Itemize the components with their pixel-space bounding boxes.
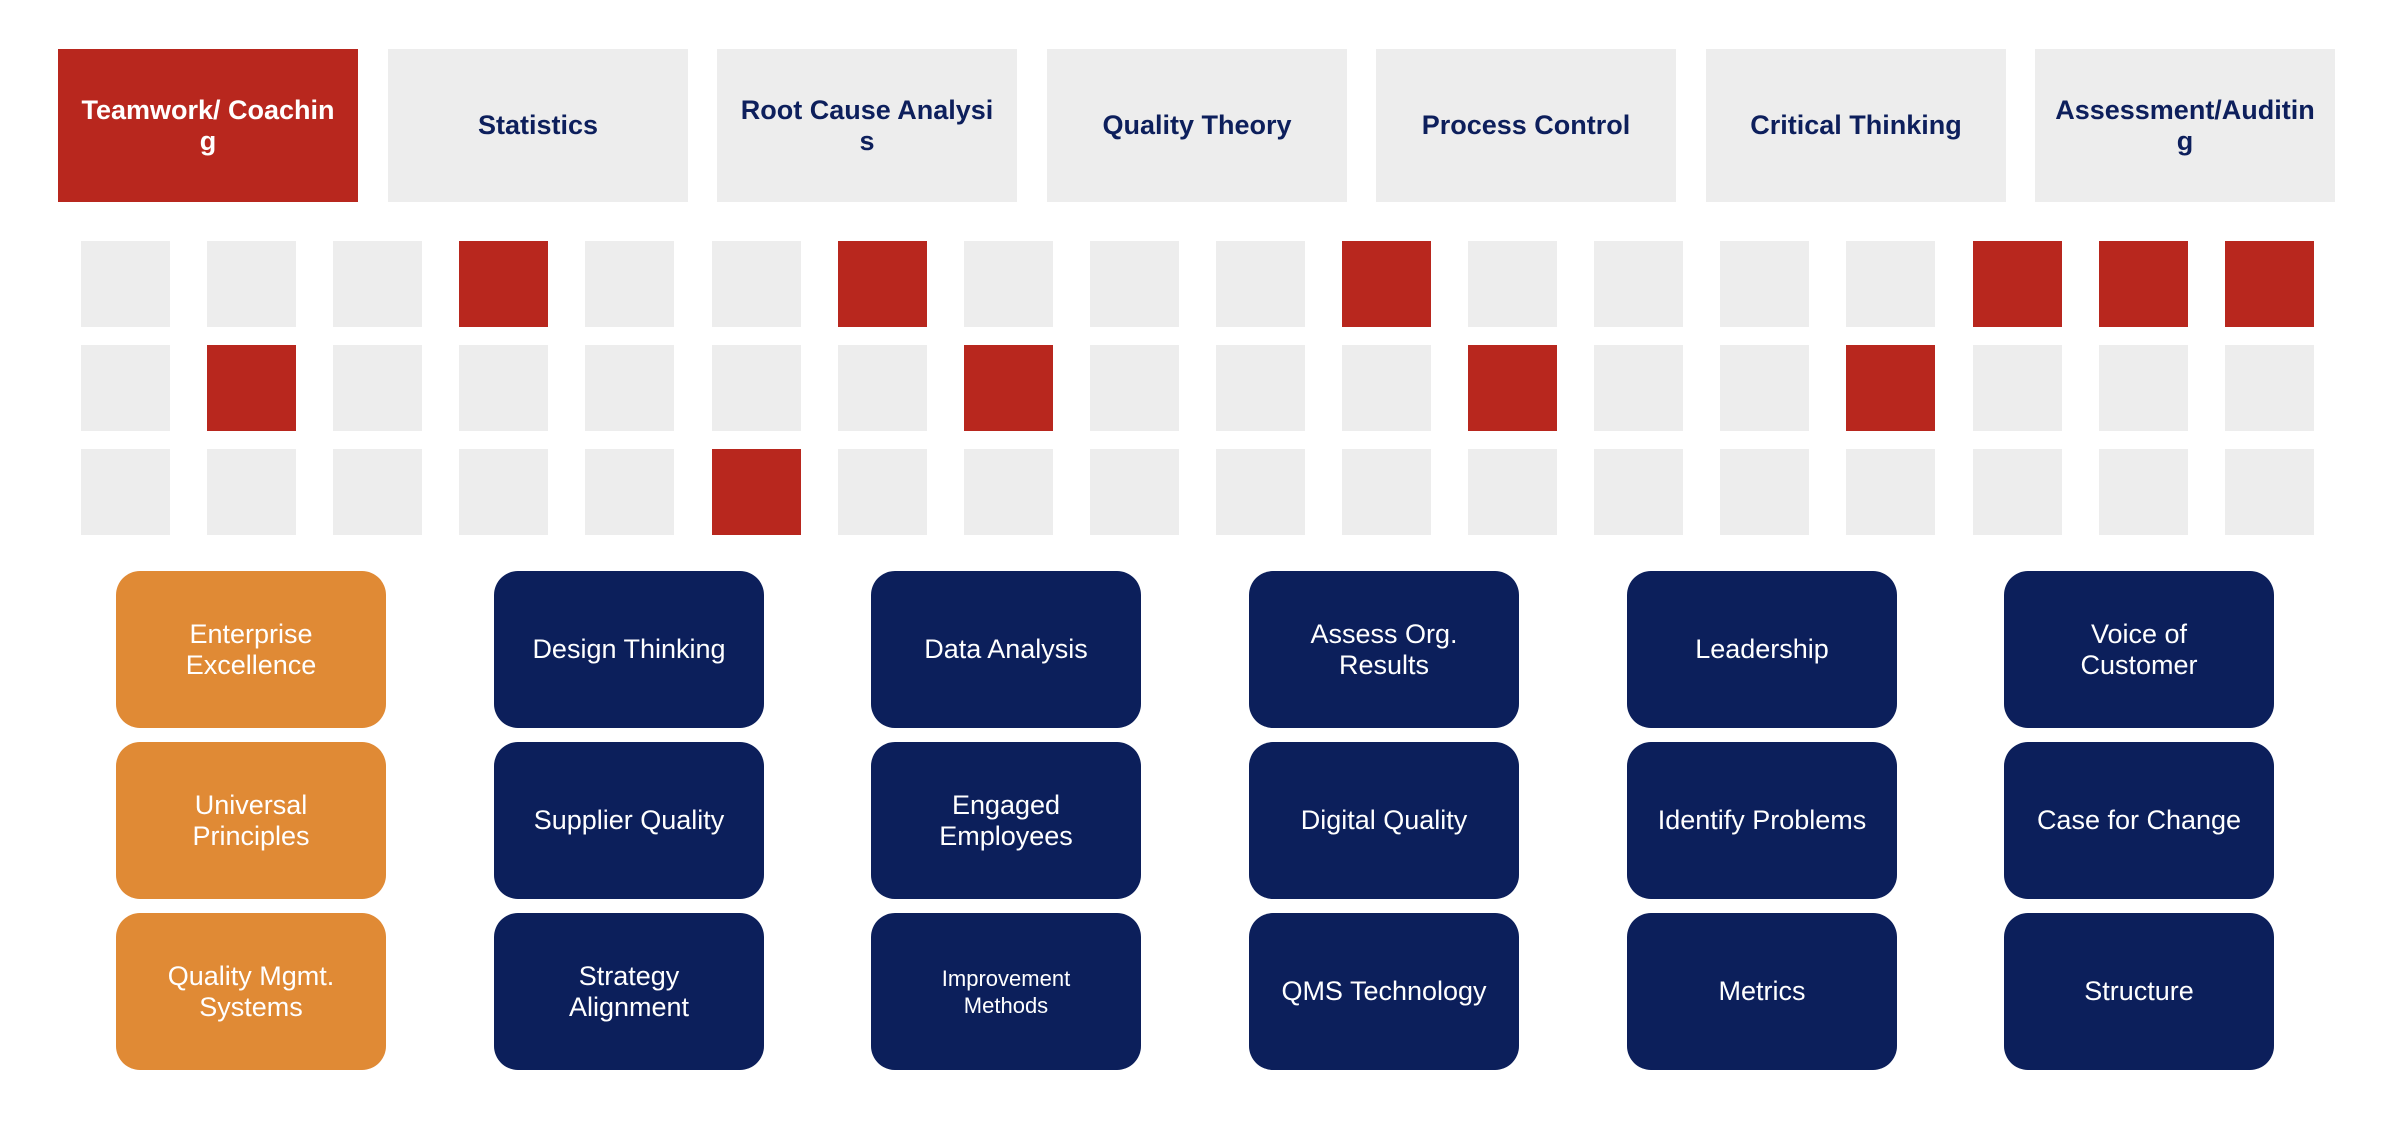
matrix-cell-r3-c13 bbox=[1594, 449, 1683, 535]
matrix-cell-r1-c11-highlighted bbox=[1342, 241, 1431, 327]
card-universal-principles[interactable]: Universal Principles bbox=[116, 742, 386, 899]
matrix-cell-r1-c7-highlighted bbox=[838, 241, 927, 327]
matrix-cell-r2-c1 bbox=[81, 345, 170, 431]
matrix-cell-r2-c12-highlighted bbox=[1468, 345, 1557, 431]
card-identify-problems[interactable]: Identify Problems bbox=[1627, 742, 1897, 899]
card-design-thinking[interactable]: Design Thinking bbox=[494, 571, 764, 728]
matrix-cell-r1-c3 bbox=[333, 241, 422, 327]
card-metrics[interactable]: Metrics bbox=[1627, 913, 1897, 1070]
matrix-cell-r1-c12 bbox=[1468, 241, 1557, 327]
matrix-cell-r1-c1 bbox=[81, 241, 170, 327]
matrix-cell-r3-c17 bbox=[2099, 449, 2188, 535]
card-strategy-alignment[interactable]: Strategy Alignment bbox=[494, 913, 764, 1070]
card-case-for-change[interactable]: Case for Change bbox=[2004, 742, 2274, 899]
matrix-cell-r1-c5 bbox=[585, 241, 674, 327]
matrix-cell-r3-c7 bbox=[838, 449, 927, 535]
matrix-cell-r3-c8 bbox=[964, 449, 1053, 535]
tab-assessment-auditing[interactable]: Assessment/Auditing bbox=[2035, 49, 2335, 202]
matrix-cell-r3-c6-highlighted bbox=[712, 449, 801, 535]
matrix-cell-r2-c2-highlighted bbox=[207, 345, 296, 431]
matrix-cell-r3-c2 bbox=[207, 449, 296, 535]
matrix-cell-r2-c3 bbox=[333, 345, 422, 431]
matrix-cell-r2-c7 bbox=[838, 345, 927, 431]
matrix-cell-r3-c15 bbox=[1846, 449, 1935, 535]
tab-statistics[interactable]: Statistics bbox=[388, 49, 688, 202]
matrix-cell-r2-c14 bbox=[1720, 345, 1809, 431]
matrix-cell-r2-c8-highlighted bbox=[964, 345, 1053, 431]
matrix-cell-r3-c14 bbox=[1720, 449, 1809, 535]
matrix-cell-r2-c16 bbox=[1973, 345, 2062, 431]
matrix-cell-r2-c10 bbox=[1216, 345, 1305, 431]
matrix-cell-r2-c15-highlighted bbox=[1846, 345, 1935, 431]
matrix-cell-r2-c9 bbox=[1090, 345, 1179, 431]
matrix-cell-r3-c1 bbox=[81, 449, 170, 535]
matrix-cell-r3-c5 bbox=[585, 449, 674, 535]
matrix-cell-r2-c4 bbox=[459, 345, 548, 431]
matrix-cell-r2-c5 bbox=[585, 345, 674, 431]
matrix-cell-r1-c9 bbox=[1090, 241, 1179, 327]
matrix-cell-r3-c4 bbox=[459, 449, 548, 535]
tab-root-cause-analysis[interactable]: Root Cause Analysis bbox=[717, 49, 1017, 202]
matrix-cell-r1-c4-highlighted bbox=[459, 241, 548, 327]
matrix-cell-r3-c12 bbox=[1468, 449, 1557, 535]
matrix-cell-r1-c13 bbox=[1594, 241, 1683, 327]
matrix-cell-r1-c15 bbox=[1846, 241, 1935, 327]
card-enterprise-excellence[interactable]: Enterprise Excellence bbox=[116, 571, 386, 728]
matrix-cell-r1-c16-highlighted bbox=[1973, 241, 2062, 327]
matrix-cell-r3-c9 bbox=[1090, 449, 1179, 535]
tab-teamwork-coaching[interactable]: Teamwork/ Coaching bbox=[58, 49, 358, 202]
card-digital-quality[interactable]: Digital Quality bbox=[1249, 742, 1519, 899]
card-structure[interactable]: Structure bbox=[2004, 913, 2274, 1070]
card-voice-of-customer[interactable]: Voice of Customer bbox=[2004, 571, 2274, 728]
card-leadership[interactable]: Leadership bbox=[1627, 571, 1897, 728]
matrix-cell-r3-c11 bbox=[1342, 449, 1431, 535]
card-assess-org-results[interactable]: Assess Org. Results bbox=[1249, 571, 1519, 728]
matrix-cell-r1-c18-highlighted bbox=[2225, 241, 2314, 327]
card-improvement-methods[interactable]: Improvement Methods bbox=[871, 913, 1141, 1070]
tab-critical-thinking[interactable]: Critical Thinking bbox=[1706, 49, 2006, 202]
matrix-cell-r1-c10 bbox=[1216, 241, 1305, 327]
card-qms-technology[interactable]: QMS Technology bbox=[1249, 913, 1519, 1070]
matrix-cell-r2-c17 bbox=[2099, 345, 2188, 431]
matrix-cell-r3-c16 bbox=[1973, 449, 2062, 535]
matrix-cell-r2-c11 bbox=[1342, 345, 1431, 431]
tab-process-control[interactable]: Process Control bbox=[1376, 49, 1676, 202]
card-supplier-quality[interactable]: Supplier Quality bbox=[494, 742, 764, 899]
matrix-cell-r2-c6 bbox=[712, 345, 801, 431]
matrix-cell-r3-c10 bbox=[1216, 449, 1305, 535]
matrix-cell-r3-c3 bbox=[333, 449, 422, 535]
matrix-cell-r1-c14 bbox=[1720, 241, 1809, 327]
card-quality-mgmt-systems[interactable]: Quality Mgmt. Systems bbox=[116, 913, 386, 1070]
card-data-analysis[interactable]: Data Analysis bbox=[871, 571, 1141, 728]
matrix-cell-r1-c8 bbox=[964, 241, 1053, 327]
matrix-cell-r3-c18 bbox=[2225, 449, 2314, 535]
matrix-cell-r2-c18 bbox=[2225, 345, 2314, 431]
card-engaged-employees[interactable]: Engaged Employees bbox=[871, 742, 1141, 899]
matrix-cell-r2-c13 bbox=[1594, 345, 1683, 431]
matrix-cell-r1-c6 bbox=[712, 241, 801, 327]
matrix-cell-r1-c17-highlighted bbox=[2099, 241, 2188, 327]
matrix-cell-r1-c2 bbox=[207, 241, 296, 327]
tab-quality-theory[interactable]: Quality Theory bbox=[1047, 49, 1347, 202]
